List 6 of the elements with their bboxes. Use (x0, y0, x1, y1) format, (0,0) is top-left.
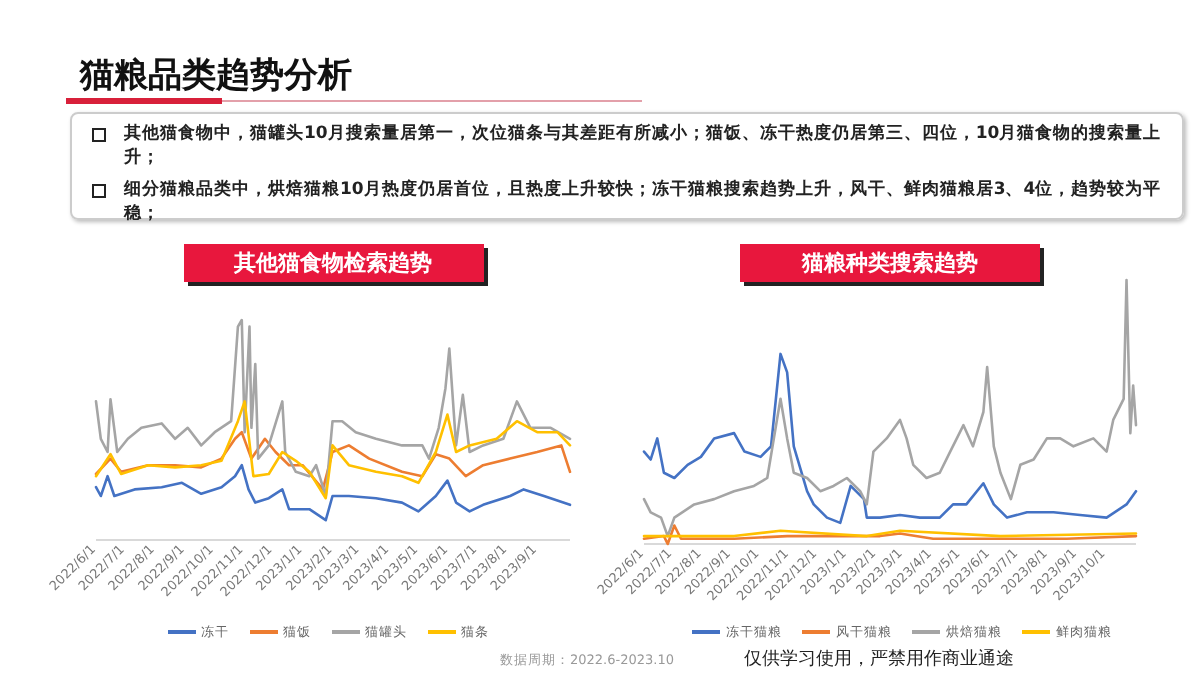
chart-title: 猫粮种类搜索趋势 (740, 244, 1040, 282)
text: 猫粮品类趋势分析 (80, 54, 352, 98)
text: 仅供学习使用，严禁用作商业通途 (744, 647, 1014, 672)
text: 细分猫粮品类中，烘焙猫粮10月热度仍居首位，且热度上升较快；冻干猫粮搜索趋势上升，风干、鲜肉猫粮居3、4位，趋势较为平稳； (121, 178, 1164, 226)
text: 其他猫食物中，猫罐头10月搜索量居第一，次位猫条与其差距有所减小；猫饭、冻干热度仍居第三、四位，10月猫食物的搜索量上升； (122, 122, 1164, 170)
chart-title: 其他猫食物检索趋势 (183, 244, 483, 282)
